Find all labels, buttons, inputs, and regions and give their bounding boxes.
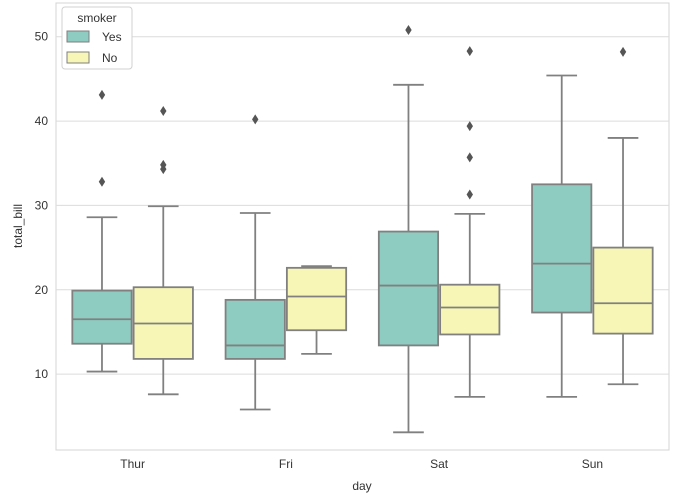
outlier-point bbox=[252, 114, 259, 125]
box-no-sun bbox=[592, 46, 654, 386]
box-yes-sun bbox=[531, 74, 593, 398]
outlier-point bbox=[466, 152, 473, 163]
outlier-point bbox=[466, 121, 473, 132]
box-no-fri bbox=[285, 265, 348, 355]
box-yes-sat bbox=[377, 24, 440, 434]
box-body bbox=[224, 298, 286, 360]
box-no-thur bbox=[132, 105, 194, 396]
box-body bbox=[592, 246, 654, 335]
x-axis-label: day bbox=[352, 479, 371, 493]
outlier-point bbox=[160, 105, 167, 116]
outlier-point bbox=[619, 46, 627, 57]
box-body bbox=[531, 183, 593, 314]
outlier-point bbox=[160, 159, 167, 170]
legend-label-no: No bbox=[102, 51, 118, 65]
outlier-point bbox=[466, 46, 473, 57]
y-tick-labels: 10 20 30 40 50 bbox=[35, 30, 49, 381]
y-tick-label: 50 bbox=[35, 30, 49, 44]
y-tick-label: 10 bbox=[35, 367, 49, 381]
x-tick-label: Thur bbox=[120, 457, 145, 471]
legend: smoker Yes No bbox=[61, 6, 133, 70]
boxes bbox=[71, 24, 654, 434]
y-tick-label: 30 bbox=[35, 198, 49, 212]
outlier-point bbox=[405, 24, 412, 35]
legend-swatch-no bbox=[66, 51, 90, 64]
legend-label-yes: Yes bbox=[102, 30, 122, 44]
box-body bbox=[377, 230, 440, 347]
box-yes-thur bbox=[71, 89, 133, 373]
outlier-point bbox=[98, 89, 106, 100]
box-body bbox=[285, 266, 348, 332]
box-yes-fri bbox=[224, 114, 286, 411]
y-tick-label: 20 bbox=[35, 283, 49, 297]
box-no-sat bbox=[439, 46, 501, 398]
x-tick-label: Sat bbox=[430, 457, 449, 471]
box-body bbox=[439, 283, 501, 336]
outlier-point bbox=[466, 189, 473, 200]
box-body bbox=[71, 289, 133, 345]
y-axis-label: total_bill bbox=[11, 204, 25, 248]
x-tick-label: Sun bbox=[582, 457, 603, 471]
y-tick-label: 40 bbox=[35, 114, 49, 128]
legend-swatch-yes bbox=[66, 30, 90, 43]
outlier-point bbox=[98, 176, 106, 187]
legend-title: smoker bbox=[77, 11, 116, 25]
x-tick-label: Fri bbox=[279, 457, 293, 471]
x-tick-labels: Thur Fri Sat Sun bbox=[120, 457, 603, 471]
